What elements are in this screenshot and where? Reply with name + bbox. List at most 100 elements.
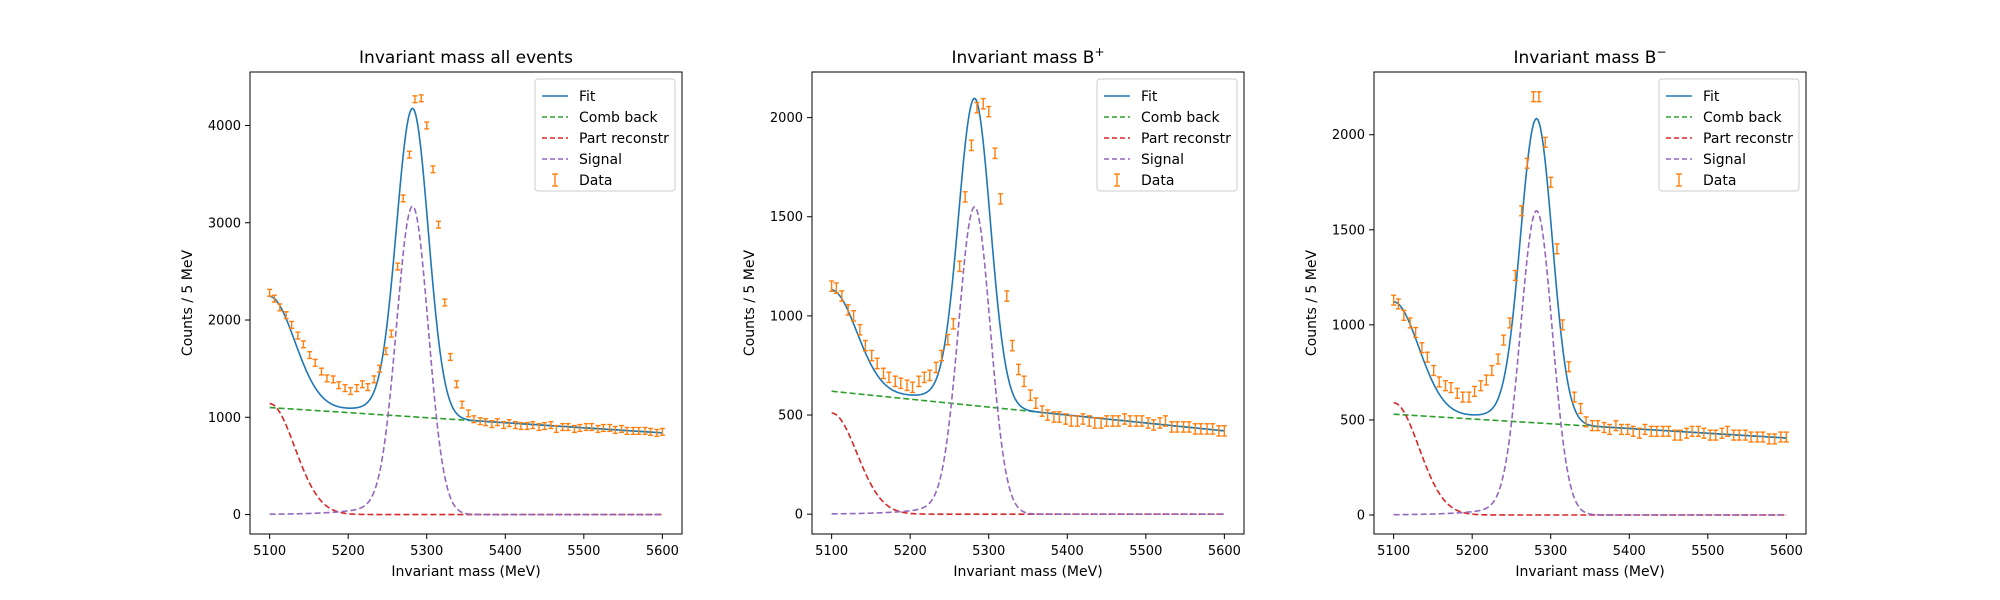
data-point xyxy=(880,367,886,380)
data-point xyxy=(1110,415,1116,427)
data-point xyxy=(962,191,968,203)
data-point xyxy=(1448,381,1454,394)
data-point xyxy=(542,421,548,431)
data-point xyxy=(489,419,495,429)
data-point xyxy=(400,194,406,203)
data-point xyxy=(1607,423,1613,436)
legend-part-reconstr-label: Part reconstr xyxy=(1703,131,1793,147)
data-point xyxy=(1507,317,1513,329)
data-point xyxy=(1104,415,1110,427)
data-point xyxy=(518,421,524,431)
x-tick-label: 5100 xyxy=(1377,544,1410,559)
legend-fit-label: Fit xyxy=(579,89,596,105)
data-point xyxy=(1466,391,1472,403)
data-point xyxy=(454,380,460,389)
data-point xyxy=(1754,431,1760,443)
legend-part-reconstr-label: Part reconstr xyxy=(579,131,669,147)
data-point xyxy=(501,420,507,430)
legend-fit-label: Fit xyxy=(1703,89,1720,105)
data-point xyxy=(939,349,945,362)
data-point xyxy=(998,193,1004,205)
legend-comb-back-label: Comb back xyxy=(1703,110,1782,126)
data-point xyxy=(459,400,465,409)
data-point xyxy=(630,426,636,436)
y-tick-label: 4000 xyxy=(208,119,241,134)
data-point xyxy=(659,427,665,436)
data-point xyxy=(1098,417,1104,429)
legend: Fit Comb back Part reconstr Signal Data xyxy=(534,78,676,192)
legend-data-label: Data xyxy=(1703,173,1736,189)
data-point xyxy=(624,426,630,436)
legend-signal-label: Signal xyxy=(1703,152,1746,168)
data-point xyxy=(307,350,313,360)
data-point xyxy=(1672,429,1678,441)
data-point xyxy=(1063,413,1069,425)
x-tick-label: 5400 xyxy=(1051,544,1084,559)
data-point xyxy=(857,323,863,336)
data-point xyxy=(359,380,365,389)
data-point xyxy=(1778,431,1784,443)
y-tick-label: 1000 xyxy=(208,411,241,426)
data-point xyxy=(1766,433,1772,445)
data-point xyxy=(1068,415,1074,427)
data-point xyxy=(1391,294,1397,306)
legend-box xyxy=(1096,78,1238,192)
data-point xyxy=(600,423,606,433)
data-point xyxy=(992,147,998,160)
data-point xyxy=(1601,421,1607,434)
data-point xyxy=(892,375,898,388)
data-point xyxy=(589,422,595,432)
data-point xyxy=(300,340,306,349)
y-tick-label: 3000 xyxy=(208,216,241,231)
x-tick-label: 5200 xyxy=(1456,544,1489,559)
data-point xyxy=(1760,431,1766,443)
data-point xyxy=(371,375,377,384)
data-point xyxy=(342,384,348,393)
x-tick-label: 5100 xyxy=(253,544,286,559)
chart-panel-3: Invariant mass B− 5100 5200 5300 5400 5500 560… xyxy=(1304,45,1807,580)
data-point xyxy=(1413,326,1419,339)
data-point xyxy=(1016,363,1022,376)
data-point xyxy=(1122,413,1128,425)
data-point xyxy=(365,383,371,392)
data-point xyxy=(312,358,318,367)
data-point xyxy=(974,101,980,114)
data-point xyxy=(829,280,835,293)
data-point xyxy=(1210,423,1216,435)
data-point xyxy=(968,139,974,152)
data-point xyxy=(1701,427,1707,439)
data-point xyxy=(619,424,625,434)
data-point xyxy=(1748,431,1754,443)
series-signal xyxy=(269,205,663,516)
y-tick-label: 500 xyxy=(778,409,803,424)
data-point xyxy=(1731,429,1737,441)
data-point xyxy=(1783,431,1789,443)
x-tick-label: 5200 xyxy=(894,544,927,559)
data-point xyxy=(595,424,601,434)
data-point xyxy=(348,386,354,396)
data-point xyxy=(654,428,660,437)
data-point xyxy=(1145,417,1151,429)
chart-title: Invariant mass all events xyxy=(359,48,573,68)
data-point xyxy=(395,262,401,271)
legend-part-reconstr-label: Part reconstr xyxy=(1141,131,1231,147)
y-axis-label: Counts / 5 MeV xyxy=(180,250,196,357)
data-point xyxy=(1648,425,1654,437)
data-point xyxy=(524,421,530,431)
chart-title-text: Invariant mass all events xyxy=(359,48,573,68)
data-point xyxy=(1080,413,1086,425)
chart-title: Invariant mass B− xyxy=(1513,45,1666,68)
data-point xyxy=(607,423,613,433)
data-point xyxy=(1198,423,1204,435)
plot-frame xyxy=(1373,71,1807,535)
data-point xyxy=(283,311,289,320)
data-point xyxy=(1542,136,1548,148)
data-point xyxy=(324,374,330,383)
y-axis-label: Counts / 5 MeV xyxy=(1304,250,1320,357)
y-tick-label: 500 xyxy=(1340,413,1365,428)
data-point xyxy=(886,371,892,384)
data-point xyxy=(1115,415,1121,427)
data-point xyxy=(1578,402,1584,415)
data-point xyxy=(869,349,875,362)
